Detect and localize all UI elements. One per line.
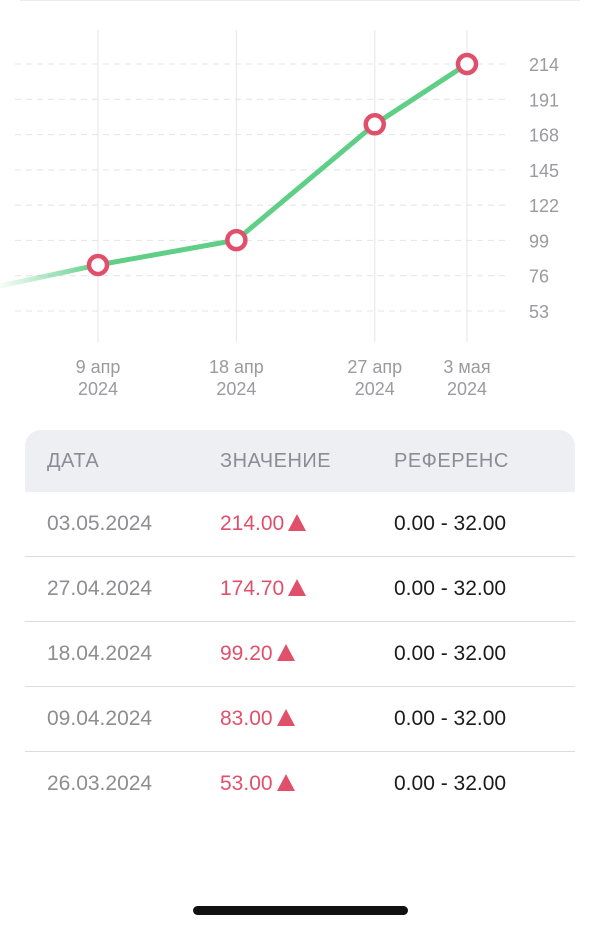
header-value: ЗНАЧЕНИЕ xyxy=(220,449,332,472)
x-tick-year-label: 2024 xyxy=(78,379,118,399)
row-value: 214.00 xyxy=(220,492,307,556)
top-divider xyxy=(20,0,580,1)
y-tick-label: 168 xyxy=(529,126,559,146)
y-axis-ticks: 214 191 168 145 122 99 76 53 xyxy=(529,55,559,322)
y-tick-label: 214 xyxy=(529,55,559,75)
home-indicator[interactable] xyxy=(193,906,408,915)
y-tick-label: 53 xyxy=(529,302,549,322)
arrow-up-icon xyxy=(276,644,295,661)
table-row[interactable]: 03.05.2024 214.00 0.00 - 32.00 xyxy=(25,492,575,557)
row-reference: 0.00 - 32.00 xyxy=(394,772,507,795)
row-date: 03.05.2024 xyxy=(47,512,153,535)
row-value: 174.70 xyxy=(220,557,307,621)
y-tick-label: 191 xyxy=(529,90,559,110)
row-value-text: 53.00 xyxy=(220,772,273,795)
data-point-marker xyxy=(363,113,386,136)
x-tick-year-label: 2024 xyxy=(447,379,487,399)
x-tick-year-label: 2024 xyxy=(216,379,256,399)
arrow-up-icon xyxy=(276,774,295,791)
row-value-text: 83.00 xyxy=(220,707,273,730)
data-point-marker xyxy=(225,228,248,252)
table-row[interactable]: 09.04.2024 83.00 0.00 - 32.00 xyxy=(25,687,575,752)
row-value: 83.00 xyxy=(220,687,295,751)
row-reference: 0.00 - 32.00 xyxy=(394,642,507,665)
data-point-marker xyxy=(455,52,479,76)
x-tick-day-label: 9 апр xyxy=(76,357,121,377)
y-tick-label: 99 xyxy=(529,231,549,251)
table-row[interactable]: 27.04.2024 174.70 0.00 - 32.00 xyxy=(25,557,575,622)
x-tick-year-label: 2024 xyxy=(355,379,395,399)
row-date: 18.04.2024 xyxy=(47,642,153,665)
chart-points xyxy=(86,52,479,277)
results-table: ДАТА ЗНАЧЕНИЕ РЕФЕРЕНС 03.05.2024 214.00… xyxy=(25,430,575,816)
row-value: 53.00 xyxy=(220,752,295,816)
row-reference: 0.00 - 32.00 xyxy=(394,707,507,730)
table-row[interactable]: 26.03.2024 53.00 0.00 - 32.00 xyxy=(25,752,575,816)
row-value: 99.20 xyxy=(220,622,295,686)
arrow-up-icon xyxy=(288,514,307,531)
arrow-up-icon xyxy=(288,579,307,596)
data-point-marker xyxy=(86,253,110,277)
y-tick-label: 122 xyxy=(529,196,559,216)
table-header: ДАТА ЗНАЧЕНИЕ РЕФЕРЕНС xyxy=(25,430,575,492)
series-line xyxy=(95,61,470,268)
x-tick-day-label: 27 апр xyxy=(347,357,402,377)
header-date: ДАТА xyxy=(47,449,100,472)
row-value-text: 174.70 xyxy=(220,577,285,600)
chart-series-line xyxy=(0,61,470,289)
y-tick-label: 145 xyxy=(529,161,559,181)
row-reference: 0.00 - 32.00 xyxy=(394,512,507,535)
row-value-text: 99.20 xyxy=(220,642,273,665)
row-value-text: 214.00 xyxy=(220,512,285,535)
header-reference: РЕФЕРЕНС xyxy=(394,449,509,472)
chart-grid xyxy=(15,30,505,342)
row-reference: 0.00 - 32.00 xyxy=(394,577,507,600)
table-row[interactable]: 18.04.2024 99.20 0.00 - 32.00 xyxy=(25,622,575,687)
row-date: 27.04.2024 xyxy=(47,577,153,600)
series-line-fade-segment xyxy=(0,262,101,289)
x-tick-day-label: 18 апр xyxy=(209,357,264,377)
row-date: 26.03.2024 xyxy=(47,772,153,795)
arrow-up-icon xyxy=(276,709,295,726)
x-tick-day-label: 3 мая xyxy=(443,357,490,377)
row-date: 09.04.2024 xyxy=(47,707,153,730)
y-tick-label: 76 xyxy=(529,267,549,287)
